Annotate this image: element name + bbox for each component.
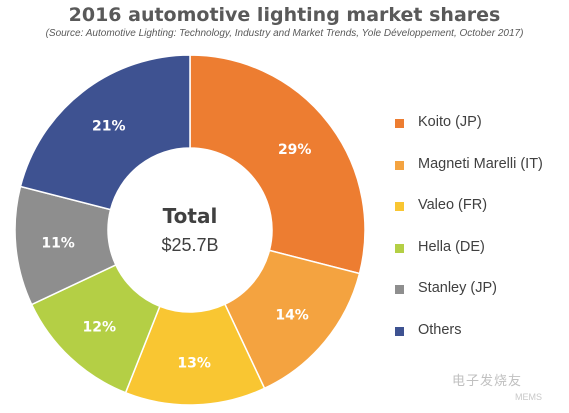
slice-label-valeo-fr: 13% [177,355,211,371]
slice-koito-jp [189,54,366,275]
legend-swatch [395,326,404,336]
legend-label: Valeo (FR) [418,197,488,214]
legend-label: Others [418,321,462,338]
legend-swatch [395,119,404,128]
legend-label: Hella (DE) [418,238,485,255]
center-label: Total [163,204,218,228]
slice-label-others: 21% [92,118,126,134]
slice-label-hella-de: 12% [83,320,117,336]
legend-swatch [395,160,404,170]
slice-others [19,54,191,211]
legend-label: Koito (JP) [418,114,482,130]
legend-label: Stanley (JP) [418,280,497,297]
slice-label-magneti-marelli-it: 14% [275,307,309,323]
watermark-logo: 电子发烧友 [452,373,523,388]
legend-swatch [395,202,404,212]
watermark-sub: MEMS [515,392,542,402]
chart-title: 2016 automotive lighting market shares [68,4,501,26]
legend-swatch [395,285,404,295]
center-value: $25.7B [161,235,218,255]
slice-label-koito-jp: 29% [278,142,312,158]
legend-swatch [395,243,404,253]
slice-label-stanley-jp: 11% [41,235,75,251]
legend-label: Magneti Marelli (IT) [418,155,543,172]
chart-subtitle: (Source: Automotive Lighting: Technology… [45,28,524,39]
